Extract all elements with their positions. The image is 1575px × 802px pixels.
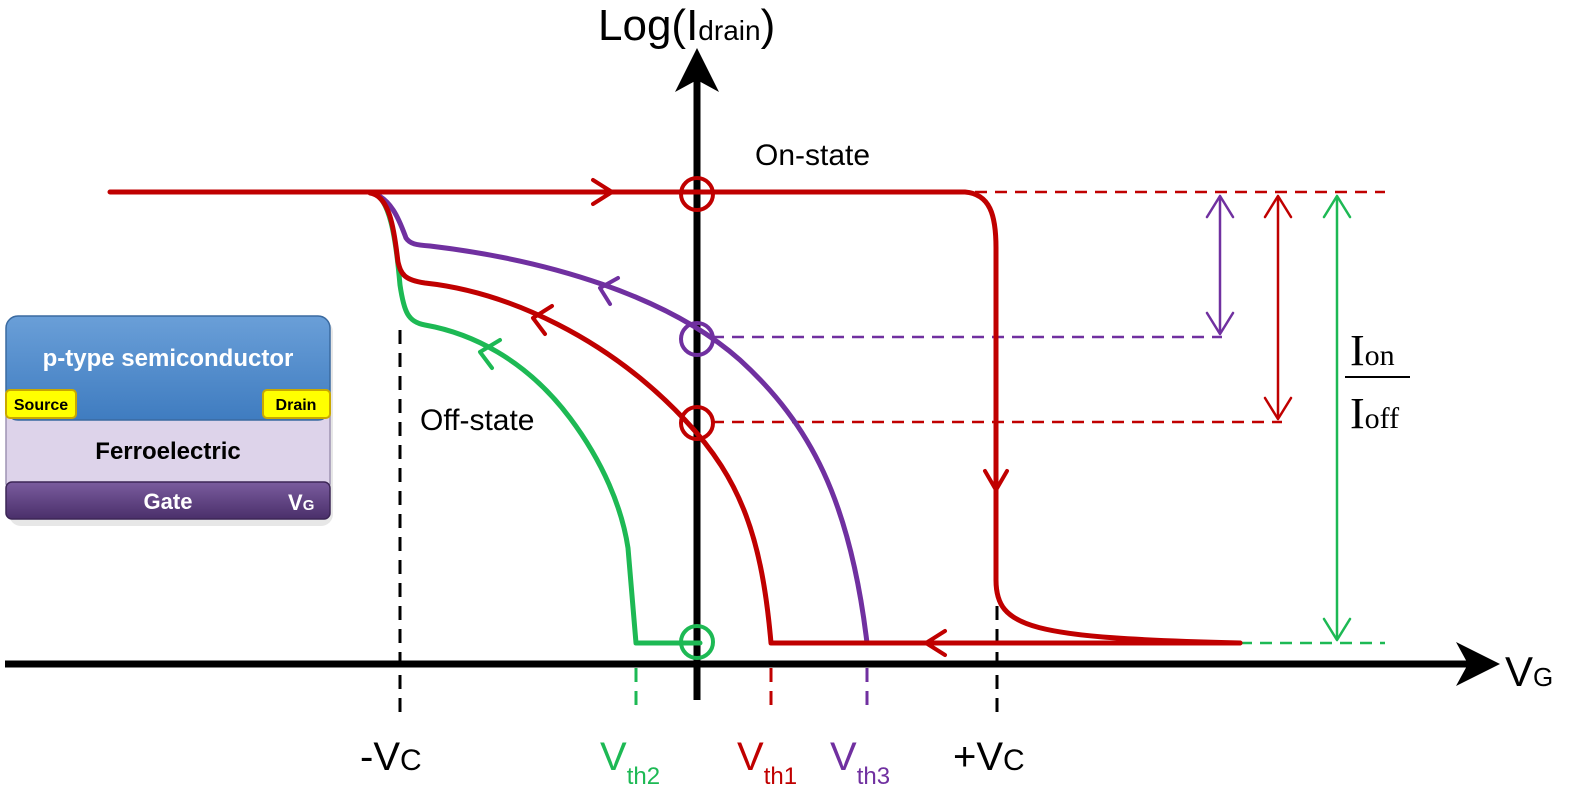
green-marker bbox=[679, 624, 715, 660]
pos-vc-tick-label: +VC bbox=[953, 735, 1025, 779]
guide-lines bbox=[398, 330, 999, 712]
intersection-markers bbox=[679, 176, 715, 660]
red-left-arrow-icon bbox=[924, 629, 947, 657]
drain-electrode bbox=[262, 389, 331, 419]
neg-vc-tick-label: -VC bbox=[360, 735, 422, 779]
on-state-label: On-state bbox=[755, 139, 870, 172]
purple-ratio-head-bottom-icon bbox=[1205, 311, 1235, 336]
red-ratio-head-top-icon bbox=[1263, 194, 1293, 219]
green-ratio-head-top-icon bbox=[1322, 194, 1352, 219]
red-marker bbox=[679, 405, 715, 441]
device-schematic: p-type semiconductor Source Drain Ferroe… bbox=[5, 315, 333, 526]
gate-layer bbox=[5, 481, 331, 520]
ferroelectric-label: Ferroelectric bbox=[95, 438, 240, 465]
gate-terminal-label: VG bbox=[288, 490, 314, 515]
vth1-tick-label: Vth1 bbox=[737, 735, 797, 790]
x-axis-label: VG bbox=[1505, 648, 1553, 695]
y-axis-arrow-icon bbox=[675, 48, 719, 92]
vth2-tick-label: Vth2 bbox=[600, 735, 660, 790]
off-state-label: Off-state bbox=[420, 404, 535, 437]
on-off-ratio-label: Ion Ioff bbox=[1345, 326, 1410, 438]
red-down-arrow-icon bbox=[983, 469, 1009, 492]
ratio-denominator: Ioff bbox=[1350, 389, 1399, 438]
red-ratio-head-bottom-icon bbox=[1263, 396, 1293, 421]
level-lines bbox=[712, 190, 1385, 645]
source-electrode bbox=[5, 389, 77, 419]
ratio-arrows bbox=[1205, 194, 1352, 642]
red-up-left-arrow-icon bbox=[531, 304, 554, 336]
semiconductor-layer bbox=[5, 315, 331, 421]
x-axis-arrow-icon bbox=[1456, 642, 1500, 686]
semiconductor-label: p-type semiconductor bbox=[43, 345, 294, 372]
ratio-numerator: Ion bbox=[1350, 326, 1395, 375]
curves bbox=[107, 189, 1243, 646]
source-label: Source bbox=[14, 397, 68, 414]
vth3-tick-label: Vth3 bbox=[830, 735, 890, 790]
green-up-left-arrow-icon bbox=[478, 338, 502, 370]
purple-marker bbox=[679, 321, 715, 357]
ferroelectric-layer bbox=[5, 415, 331, 485]
purple-up-left-arrow-icon bbox=[598, 276, 620, 306]
on-state-marker bbox=[679, 176, 715, 212]
purple-curve bbox=[367, 189, 870, 646]
red-curve-return bbox=[367, 190, 1243, 646]
axes bbox=[5, 48, 1500, 700]
green-ratio-head-bottom-icon bbox=[1322, 617, 1352, 642]
red-curve-on bbox=[107, 189, 1243, 646]
y-axis-label: Log(Idrain) bbox=[598, 1, 775, 50]
purple-ratio-head-top-icon bbox=[1205, 194, 1235, 219]
drain-label: Drain bbox=[276, 397, 317, 414]
direction-arrows bbox=[478, 178, 1009, 657]
gate-label: Gate bbox=[144, 489, 193, 514]
red-right-arrow-icon bbox=[591, 178, 614, 206]
